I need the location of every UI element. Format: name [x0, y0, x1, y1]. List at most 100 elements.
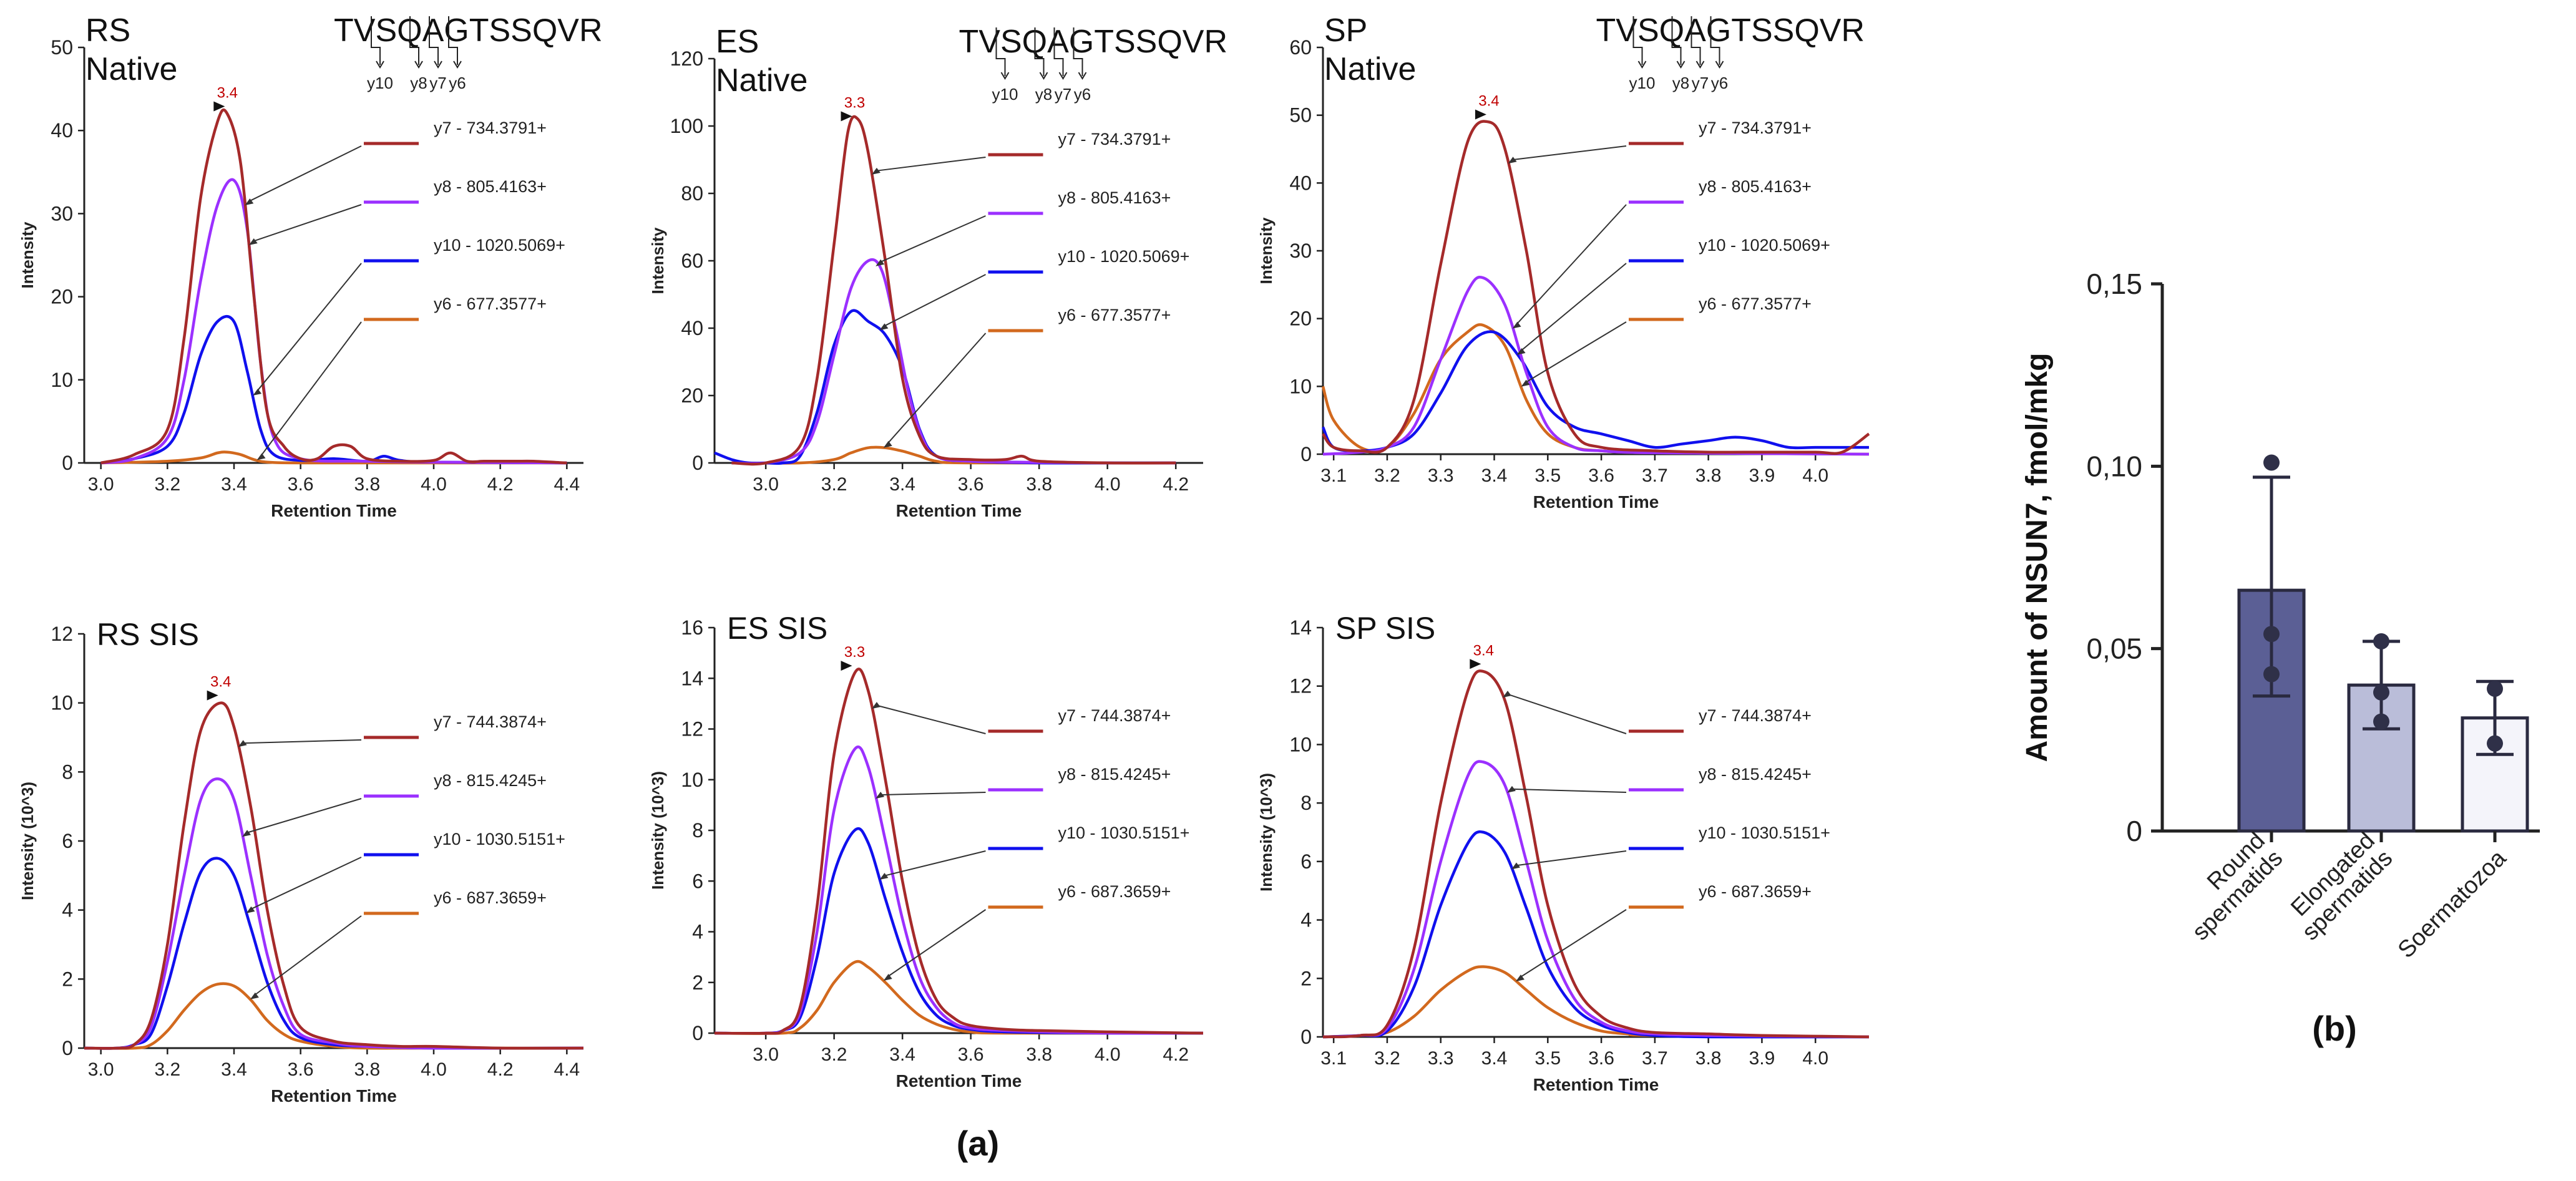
legend-leader-y6 [1519, 909, 1627, 978]
leader-arrowhead-icon [879, 873, 889, 880]
fragment-arrow-icon [434, 61, 442, 69]
chromatogram-sp-native: 0 10 20 30 40 50 60 3.1 3.2 3.3 3.4 3.5 3.6 3.7 3.8 3.9… [1257, 12, 1870, 512]
chromatogram-es-native: 0 20 40 60 80 100 120 3.0 3.2 3.4 3.6 3.8 4.0 4.2 Rete… [648, 24, 1227, 520]
legend-leader-y8 [879, 792, 986, 796]
x-tick-label: 3.7 [1642, 1048, 1668, 1069]
leader-arrowhead-icon [256, 453, 266, 460]
x-tick-label: 4.2 [487, 474, 514, 495]
x-axis-title: Retention Time [271, 501, 397, 520]
x-tick-label: 3.4 [1481, 1048, 1508, 1069]
y-tick-label: 8 [1300, 792, 1312, 814]
y-tick-label: 4 [1300, 909, 1312, 931]
peptide-sequence: TVSQAGTSSQVR [334, 12, 603, 49]
fragment-bracket [1690, 16, 1701, 65]
x-tick-label: 3.7 [1642, 465, 1668, 486]
series-line-y6 [731, 445, 1176, 465]
x-tick-label: 3.6 [288, 474, 314, 495]
y-tick-label: 0 [62, 452, 73, 474]
y-axis-title: Amount of NSUN7, fmol/mkg [2021, 353, 2054, 762]
legend-label-y10: y10 - 1020.5069+ [434, 236, 565, 255]
x-axis-title: Retention Time [1533, 492, 1659, 512]
fragment-bracket [1671, 16, 1682, 65]
data-point [2263, 626, 2280, 643]
leader-arrowhead-icon [1512, 321, 1521, 329]
peak-rt-label: 3.4 [210, 674, 231, 691]
peak-rt-label: 3.3 [844, 94, 865, 111]
legend-leader-y6 [260, 321, 362, 457]
leader-arrowhead-icon [876, 259, 885, 266]
fragment-arrow-icon [1676, 61, 1686, 69]
fragment-bracket [1632, 16, 1643, 65]
y-tick-label: 2 [62, 968, 73, 990]
leader-arrowhead-icon [1508, 157, 1517, 164]
fragment-arrow-icon [1715, 61, 1724, 69]
legend-leader-y7 [875, 704, 986, 734]
x-tick-label: 4.2 [1163, 474, 1189, 495]
legend-label-y10: y10 - 1030.5151+ [1699, 824, 1830, 842]
fragment-arrow-icon [376, 61, 384, 69]
y-tick-label: 6 [1300, 850, 1312, 873]
x-tick-label: 4.2 [1163, 1044, 1189, 1065]
legend-label-y10: y10 - 1030.5151+ [1058, 824, 1189, 842]
legend-label-y8: y8 - 805.4163+ [1699, 177, 1812, 196]
panel-title: RS SIS [97, 617, 199, 652]
x-tick-label: 3.6 [1588, 465, 1614, 486]
panel-title: SP SIS [1335, 611, 1435, 646]
x-tick-label: 3.2 [821, 474, 847, 495]
fragment-mark-label: y8 [410, 74, 427, 92]
x-axis-title: Retention Time [1533, 1075, 1659, 1094]
x-tick-label: 3.0 [753, 1044, 779, 1065]
legend-leader-y8 [879, 215, 986, 263]
legend-label-y7: y7 - 734.3791+ [434, 119, 547, 137]
y-axis-title: Intensity (10^3) [18, 782, 37, 900]
x-tick-label: 3.2 [821, 1044, 847, 1065]
x-tick-label: 3.6 [288, 1059, 314, 1080]
legend-leader-y8 [245, 798, 362, 834]
legend-label-y10: y10 - 1020.5069+ [1699, 236, 1830, 255]
leader-arrowhead-icon [883, 440, 892, 448]
y-tick-label: 0 [62, 1037, 73, 1059]
fragment-bracket [1053, 27, 1064, 76]
y-tick-label: 16 [681, 616, 703, 639]
series-line-y8 [1322, 276, 1870, 456]
x-axis-title: Retention Time [896, 1071, 1022, 1091]
legend-label-y10: y10 - 1020.5069+ [1058, 247, 1189, 266]
fragment-bracket [1034, 27, 1045, 76]
panel-title-line-2: Native [1324, 51, 1416, 87]
x-tick-label: 3.9 [1749, 465, 1775, 486]
y-tick-label: 20 [681, 384, 703, 407]
peak-rt-label: 3.4 [217, 85, 238, 102]
x-tick-label: 3.2 [1374, 465, 1400, 486]
y-tick-label: 12 [681, 718, 703, 741]
peptide-sequence: TVSQAGTSSQVR [1596, 12, 1865, 49]
fragment-mark-label: y8 [1035, 85, 1052, 104]
fragment-bracket [429, 16, 439, 65]
fragment-bracket [1073, 27, 1083, 76]
y-tick-label: 0 [692, 452, 703, 474]
fragment-bracket [371, 16, 381, 65]
y-axis-title: Intensity [648, 227, 667, 294]
panel-title: ES SIS [727, 611, 827, 646]
leader-arrowhead-icon [876, 792, 885, 799]
panel-title-line-2: Native [85, 51, 177, 87]
legend-leader-y7 [1506, 693, 1627, 734]
series-line-y8 [731, 258, 1176, 465]
y-tick-label: 100 [670, 115, 703, 137]
series-line-y8 [1322, 760, 1870, 1039]
x-tick-label: 3.3 [1428, 465, 1454, 486]
y-tick-label: 10 [1289, 375, 1312, 397]
x-tick-label: 3.2 [154, 1059, 180, 1080]
x-tick-label: 3.1 [1320, 1048, 1347, 1069]
series-line-y10 [1321, 330, 1869, 452]
leader-arrowhead-icon [246, 906, 255, 913]
x-tick-label: 4.0 [421, 474, 447, 495]
legend-leader-y6 [1525, 321, 1627, 384]
y-tick-label: 0,05 [2086, 633, 2142, 665]
legend-leader-y10 [250, 857, 362, 910]
legend-leader-y8 [1510, 788, 1627, 793]
y-tick-label: 12 [51, 623, 73, 645]
series-line-y6 [714, 960, 1204, 1035]
y-tick-label: 20 [51, 286, 73, 308]
chromatogram-sp-sis: 0 2 4 6 8 10 12 14 3.1 3.2 3.3 3.4 3.5 3.6 3.7 3.8 3.9 4.… [1257, 611, 1870, 1094]
x-tick-label: 3.6 [958, 474, 984, 495]
